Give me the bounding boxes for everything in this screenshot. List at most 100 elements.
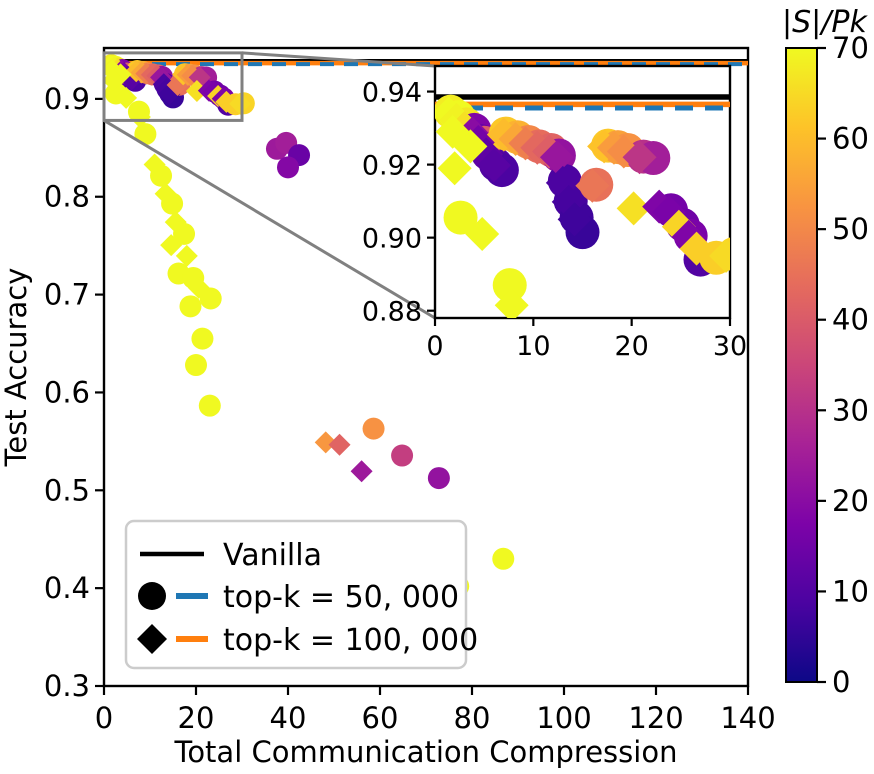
data-point xyxy=(104,69,125,92)
legend-label: top-k = 50, 000 xyxy=(223,580,459,615)
data-point xyxy=(427,467,450,490)
colorbar-tick-label: 0 xyxy=(832,665,850,699)
colorbar-tick-label: 40 xyxy=(832,303,869,337)
inset-data-point xyxy=(443,200,478,235)
data-point xyxy=(175,244,198,267)
legend-diamond-marker xyxy=(137,624,167,654)
legend-box xyxy=(124,519,468,670)
main-y-ticks: 0.3 0.4 0.5 0.6 0.7 0.8 0.9 xyxy=(44,82,104,703)
x-tick-label: 120 xyxy=(628,701,683,735)
inset-data-point xyxy=(616,191,651,226)
data-point xyxy=(143,153,166,176)
inset-y-tick-label: 0.90 xyxy=(362,224,422,255)
y-tick-label: 0.4 xyxy=(44,571,90,605)
data-point xyxy=(229,92,252,115)
inset-data-point xyxy=(492,268,527,303)
colorbar-tick-label: 70 xyxy=(832,31,869,65)
y-axis-title: Test Accuracy xyxy=(0,268,33,468)
inset-x-tick-label: 10 xyxy=(516,331,550,362)
inset-x-tick-label: 30 xyxy=(713,331,747,362)
legend-label: top-k = 100, 000 xyxy=(223,623,478,658)
data-point xyxy=(160,234,183,257)
inset-y-tick-label: 0.88 xyxy=(362,297,422,328)
inset-data-point xyxy=(453,129,488,164)
inset-series-diamond xyxy=(435,96,730,318)
data-point xyxy=(179,295,202,318)
series-diamond xyxy=(104,54,373,483)
inset-y-tick-label: 0.94 xyxy=(362,78,422,109)
inset-plot-area: 0 10 20 30 0.88 0.90 0.92 0.94 xyxy=(362,64,747,362)
connector-top xyxy=(241,51,436,68)
legend: Vanilla top-k = 50, 000 top-k = 100, 000 xyxy=(124,519,478,670)
x-tick-label: 40 xyxy=(270,701,307,735)
main-data-layer xyxy=(104,54,748,598)
inset-x-tick-label: 20 xyxy=(614,331,648,362)
inset-data-point xyxy=(679,231,714,266)
y-tick-label: 0.9 xyxy=(44,82,90,116)
legend-entry[interactable]: top-k = 100, 000 xyxy=(137,623,478,658)
data-point xyxy=(128,105,151,128)
data-point xyxy=(328,433,351,456)
colorbar: 0 10 20 30 40 50 60 70|S|/Pk xyxy=(782,5,869,699)
data-point xyxy=(154,182,177,205)
inset-data-layer xyxy=(435,94,730,318)
inset-y-ticks: 0.88 0.90 0.92 0.94 xyxy=(362,78,435,328)
colorbar-tick-label: 60 xyxy=(832,122,869,156)
data-point xyxy=(198,394,221,417)
inset-data-point xyxy=(437,151,472,186)
inset-data-point xyxy=(709,238,730,273)
data-point xyxy=(350,460,373,483)
inset-y-tick-label: 0.92 xyxy=(362,151,422,182)
x-tick-label: 80 xyxy=(454,701,491,735)
inset-data-point xyxy=(539,140,574,175)
data-point xyxy=(185,354,207,377)
y-tick-label: 0.6 xyxy=(44,375,90,409)
inset-data-point xyxy=(477,148,511,183)
inset-x-tick-label: 0 xyxy=(426,331,443,362)
data-point xyxy=(391,444,414,467)
x-tick-label: 100 xyxy=(536,701,591,735)
x-tick-label: 0 xyxy=(95,701,113,735)
x-tick-label: 60 xyxy=(362,701,399,735)
data-point xyxy=(191,327,214,350)
data-point xyxy=(164,211,187,234)
data-point xyxy=(492,547,515,570)
data-point xyxy=(362,417,385,440)
inset-data-point xyxy=(494,288,529,318)
colorbar-tick-label: 20 xyxy=(832,484,869,518)
inset-data-point xyxy=(622,140,657,175)
colorbar-tick-label: 10 xyxy=(832,574,869,608)
y-axis-title-group: Test Accuracy xyxy=(0,268,33,468)
y-tick-label: 0.7 xyxy=(44,278,90,312)
legend-entry[interactable]: Vanilla xyxy=(140,538,322,573)
x-tick-label: 140 xyxy=(720,701,775,735)
inset-indicator-box xyxy=(102,51,244,122)
colorbar-bar xyxy=(785,47,818,683)
data-point xyxy=(215,90,238,113)
inset-connector-lines xyxy=(103,51,436,320)
inset-data-point xyxy=(575,168,610,203)
data-point xyxy=(199,287,222,310)
colorbar-tick-label: 50 xyxy=(832,212,869,246)
legend-label: Vanilla xyxy=(223,538,322,573)
x-tick-label: 20 xyxy=(178,701,215,735)
data-point xyxy=(185,80,208,103)
inset-data-point xyxy=(557,202,592,237)
data-point xyxy=(314,431,337,454)
main-x-ticks: 0 20 40 60 80 100 120 140 xyxy=(95,686,776,735)
x-axis-title: Total Communication Compression xyxy=(174,735,678,769)
inset-x-ticks: 0 10 20 30 xyxy=(426,318,747,362)
legend-circle-marker xyxy=(138,582,166,610)
legend-entry[interactable]: top-k = 50, 000 xyxy=(138,580,459,615)
connector-bottom xyxy=(103,119,436,320)
y-tick-label: 0.5 xyxy=(44,473,90,507)
colorbar-tick-label: 30 xyxy=(832,393,869,427)
data-point xyxy=(115,86,138,109)
colorbar-title: |S|/Pk xyxy=(782,5,868,40)
inset-data-point xyxy=(465,217,500,251)
data-point xyxy=(277,156,299,179)
data-point xyxy=(187,276,210,299)
y-tick-label: 0.3 xyxy=(44,669,90,703)
